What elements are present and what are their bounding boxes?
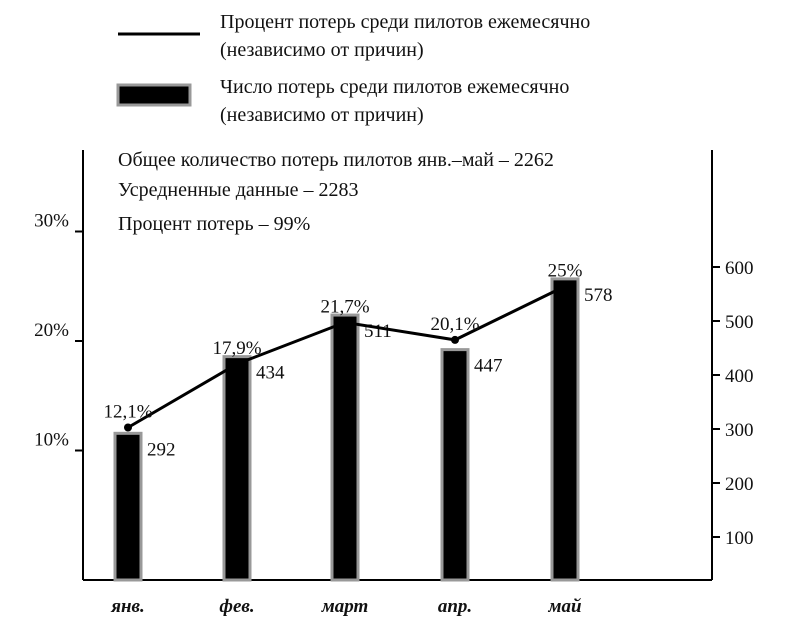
right-tick-label: 300 bbox=[725, 420, 754, 441]
category-label: апр. bbox=[438, 596, 472, 617]
right-tick-label: 400 bbox=[725, 366, 754, 387]
line-point bbox=[341, 318, 349, 327]
line-point bbox=[561, 282, 569, 291]
legend-bar-label-1: Число потерь среди пилотов ежемесячно bbox=[220, 76, 569, 98]
note-total: Общее количество потерь пилотов янв.–май… bbox=[118, 149, 554, 171]
line-value-label: 12,1% bbox=[103, 402, 152, 423]
line-value-label: 17,9% bbox=[212, 338, 261, 359]
bar-value-label: 578 bbox=[584, 285, 613, 306]
bar bbox=[222, 355, 252, 582]
line-series: 12,1% 17,9% 21,7% 20,1% 25% bbox=[103, 260, 583, 432]
note-average: Усредненные данные – 2283 bbox=[118, 179, 359, 201]
right-tick-label: 100 bbox=[725, 528, 754, 549]
category-label: янв. bbox=[110, 596, 145, 617]
note-percent: Процент потерь – 99% bbox=[118, 213, 310, 235]
line-value-label: 20,1% bbox=[430, 314, 479, 335]
left-tick-label: 30% bbox=[34, 211, 69, 232]
bar bbox=[440, 348, 470, 582]
category-label: март bbox=[321, 596, 369, 617]
category-label: май bbox=[547, 596, 581, 617]
legend-bar-label-2: (независимо от причин) bbox=[220, 104, 424, 126]
legend-bar-swatch bbox=[116, 83, 192, 107]
category-label: фев. bbox=[219, 596, 254, 617]
notes: Общее количество потерь пилотов янв.–май… bbox=[118, 149, 554, 235]
line-point bbox=[124, 423, 132, 432]
bar bbox=[330, 313, 360, 582]
line-point bbox=[233, 359, 241, 368]
left-axis-ticks: 10% 20% 30% bbox=[34, 211, 83, 452]
right-tick-label: 200 bbox=[725, 474, 754, 495]
legend-line-label-1: Процент потерь среди пилотов ежемесячно bbox=[220, 11, 590, 33]
bar bbox=[113, 431, 143, 582]
right-tick-label: 500 bbox=[725, 312, 754, 333]
bar-value-label: 434 bbox=[256, 363, 285, 384]
bar bbox=[550, 277, 580, 582]
left-tick-label: 10% bbox=[34, 430, 69, 451]
line-value-label: 25% bbox=[548, 260, 583, 281]
category-labels: янв. фев. март апр. май bbox=[110, 596, 581, 617]
bar-series: 292 434 511 447 578 bbox=[113, 277, 613, 582]
line-value-label: 21,7% bbox=[320, 296, 369, 317]
axes bbox=[82, 150, 713, 581]
legend-line-label-2: (независимо от причин) bbox=[220, 39, 424, 61]
legend: Процент потерь среди пилотов ежемесячно … bbox=[116, 11, 590, 126]
right-axis-ticks: 100 200 300 400 500 600 bbox=[712, 258, 754, 549]
bar-value-label: 292 bbox=[147, 439, 176, 460]
line-point bbox=[451, 335, 459, 344]
bar-value-label: 511 bbox=[364, 321, 392, 342]
bar-value-label: 447 bbox=[474, 356, 503, 377]
left-tick-label: 20% bbox=[34, 320, 69, 341]
right-tick-label: 600 bbox=[725, 258, 754, 279]
